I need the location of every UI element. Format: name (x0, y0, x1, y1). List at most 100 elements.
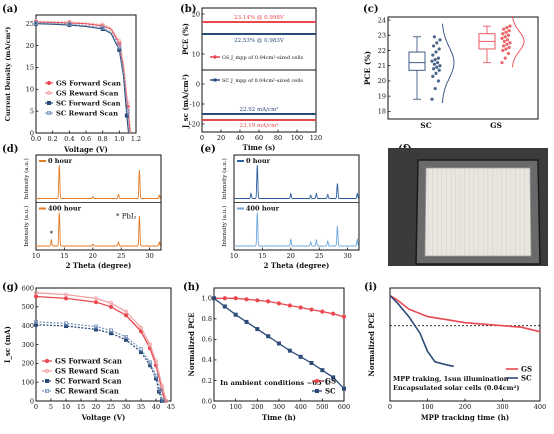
x-tick-label: 20 (89, 252, 97, 260)
box-data-point (504, 47, 508, 51)
box-data-point (435, 65, 439, 69)
y-axis-label: J_sc (mA/cm²) (181, 74, 190, 129)
stability-marker (255, 327, 260, 332)
x-axis-label: Voltage (V) (63, 145, 108, 154)
y-axis-label: Normalized PCE (187, 313, 196, 377)
panel-label: (e) (200, 144, 216, 155)
box-data-point (507, 45, 511, 50)
box-data-point (433, 58, 437, 62)
stability-marker (298, 305, 303, 310)
legend-label: SC Reward Scan (56, 110, 118, 118)
x-tick-label: 25 (107, 403, 115, 411)
x-tick-label: 15 (77, 403, 85, 411)
category-label: SC (420, 121, 431, 130)
box-distribution-curve (511, 16, 525, 68)
iv-marker (33, 290, 39, 295)
pbi2-annotation: * PbI₂ (116, 213, 137, 221)
jv-curve (35, 23, 130, 134)
mpp-note: Encapsulated solar cells (0.04cm²) (393, 384, 519, 392)
mpp-trace (389, 294, 541, 333)
legend-label: SC (521, 374, 532, 383)
panel-label: (c) (363, 4, 379, 15)
stability-marker (276, 341, 281, 346)
sc-jsc-annotation: 22.92 mA/cm² (239, 106, 278, 113)
iv-marker (108, 300, 114, 306)
iv-marker (124, 334, 129, 339)
panel-label: (b) (180, 4, 196, 15)
legend-label: GS (325, 377, 336, 386)
legend-marker (44, 358, 50, 364)
y-axis-label: I_sc (mA) (3, 326, 12, 363)
x-tick-label: 25 (117, 252, 125, 260)
xrd-pattern (234, 164, 359, 199)
iv-marker (153, 359, 159, 364)
legend-marker (44, 368, 50, 374)
y-tick-label: 21 (378, 62, 386, 70)
jv-marker (34, 20, 39, 25)
jv-marker (67, 22, 72, 27)
stability-marker (320, 309, 325, 314)
y-tick-label: -20 (190, 120, 200, 128)
y-tick-label: 10 (192, 50, 200, 58)
y-tick-label: 0 (30, 397, 34, 405)
y-tick-label: 25 (26, 20, 34, 28)
y-tick-label: 19 (378, 92, 386, 100)
xrd-pattern (36, 212, 161, 247)
stability-marker (287, 348, 292, 353)
stability-marker (331, 311, 336, 316)
box-data-point (508, 41, 512, 45)
y-axis-label: Intensity (a.u.) (221, 206, 228, 247)
category-label: GS (490, 121, 502, 130)
x-tick-label: 0.6 (81, 135, 91, 143)
x-tick-label: 20 (287, 252, 295, 260)
x-axis-label: 2 Theta (degree) (66, 261, 132, 270)
x-tick-label: 600 (338, 403, 350, 411)
x-tick-label: 300 (496, 403, 508, 411)
x-tick-label: 100 (291, 134, 303, 142)
y-tick-label: 0.4 (202, 356, 212, 364)
y-tick-label: 1.0 (202, 295, 212, 303)
stability-marker (276, 301, 282, 306)
x-tick-label: 35 (137, 403, 145, 411)
stability-marker (233, 296, 238, 301)
x-tick-label: 100 (421, 403, 433, 411)
x-axis-label: Time (h) (262, 413, 296, 422)
stability-marker (244, 319, 249, 324)
iv-marker (153, 373, 158, 378)
y-tick-label: 5 (30, 107, 34, 115)
x-tick-label: 10 (62, 403, 70, 411)
condition-note: In ambient conditions ~65°C (220, 379, 331, 387)
y-tick-label: 10 (26, 86, 34, 94)
y-tick-label: -10 (190, 100, 200, 108)
iv-marker (64, 324, 69, 329)
stability-marker (222, 304, 227, 309)
x-tick-label: 0.8 (97, 135, 107, 143)
box-data-point (437, 47, 441, 51)
box-data-point (434, 50, 438, 54)
y-axis-label: Intensity (a.u.) (23, 206, 30, 247)
iv-marker (147, 360, 152, 365)
legend-label: GS Forward Scan (55, 357, 122, 366)
y-tick-label: 600 (22, 284, 34, 292)
box-data-point (434, 71, 438, 75)
legend-marker (213, 78, 217, 82)
x-tick-label: 40 (236, 134, 244, 142)
iv-marker (94, 324, 99, 329)
iv-curve (35, 324, 163, 402)
x-tick-label: 120 (310, 134, 322, 142)
box-data-point (432, 44, 436, 48)
stability-marker (266, 334, 271, 339)
box-data-point (430, 97, 434, 101)
x-tick-label: 30 (122, 403, 130, 411)
y-tick-label: 0 (196, 80, 200, 88)
y-tick-label: 200 (22, 360, 34, 368)
box-data-point (505, 42, 509, 47)
x-tick-label: 30 (145, 252, 153, 260)
legend-marker (46, 90, 52, 96)
box-data-point (436, 56, 440, 60)
x-tick-label: 25 (315, 252, 323, 260)
box-data-point (506, 38, 510, 42)
panel-label: (g) (2, 282, 18, 293)
x-tick-label: 0.4 (64, 135, 74, 143)
